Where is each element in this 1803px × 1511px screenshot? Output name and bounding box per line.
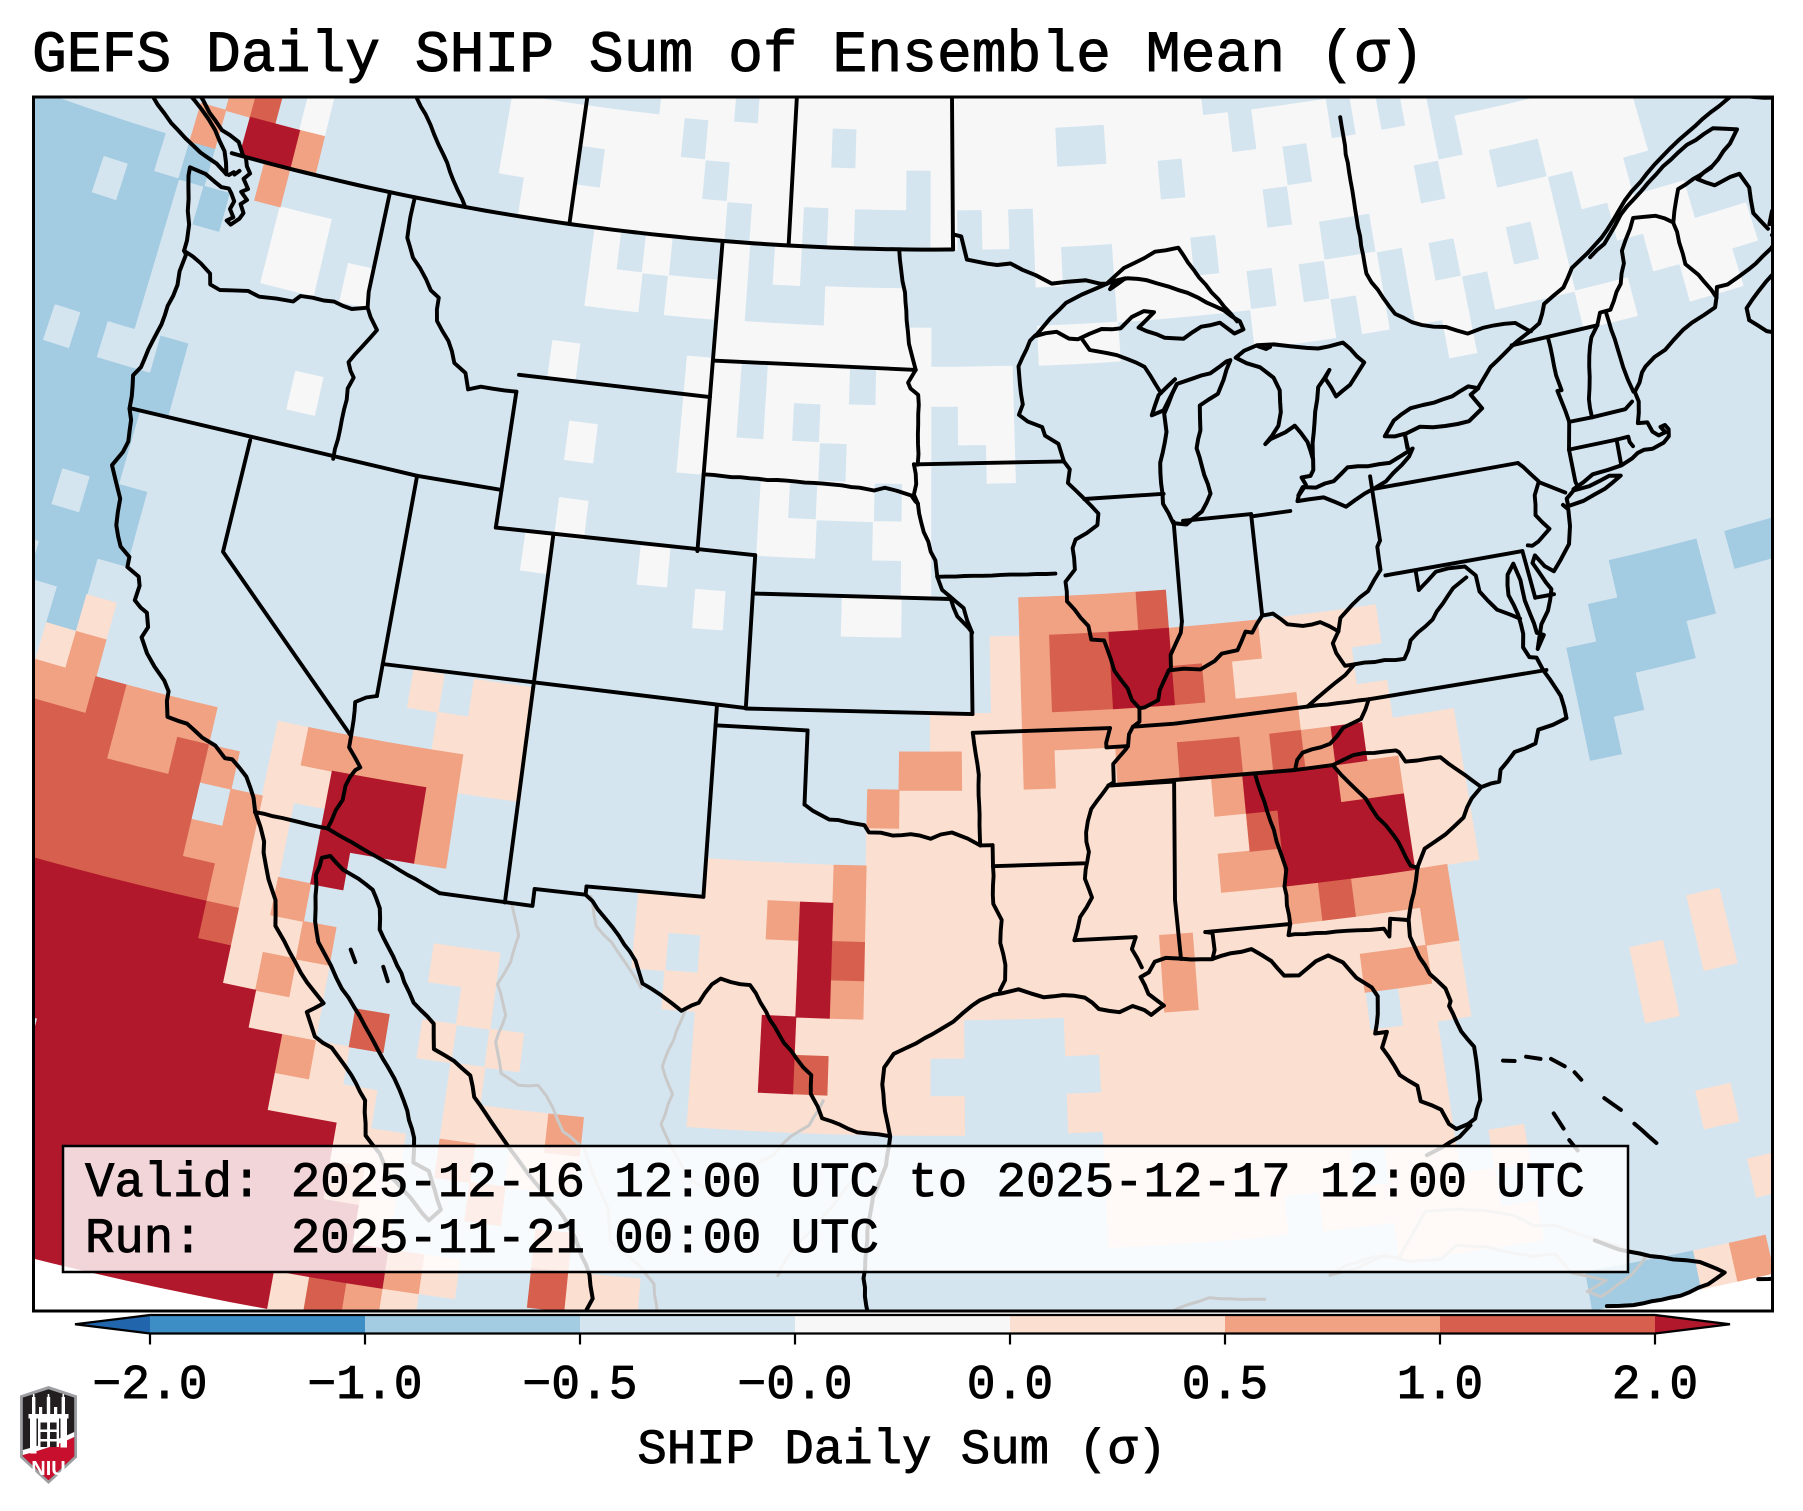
svg-text:0.5: 0.5: [1182, 1359, 1268, 1413]
svg-text:0.0: 0.0: [967, 1359, 1053, 1413]
svg-text:2.0: 2.0: [1612, 1359, 1698, 1413]
svg-text:−2.0: −2.0: [92, 1359, 207, 1413]
svg-text:−1.0: −1.0: [307, 1359, 422, 1413]
svg-text:SHIP Daily Sum (σ): SHIP Daily Sum (σ): [637, 1422, 1166, 1478]
svg-text:−0.5: −0.5: [522, 1359, 637, 1413]
svg-text:1.0: 1.0: [1397, 1359, 1483, 1413]
svg-text:NIU: NIU: [31, 1458, 65, 1480]
svg-text:Run: 2025-11-21 00:00 UTC: Run: 2025-11-21 00:00 UTC: [85, 1211, 879, 1267]
svg-text:GEFS Daily SHIP Sum of Ensembl: GEFS Daily SHIP Sum of Ensemble Mean (σ): [32, 24, 1424, 89]
svg-text:−0.0: −0.0: [737, 1359, 852, 1413]
svg-text:Valid: 2025-12-16 12:00 UTC to: Valid: 2025-12-16 12:00 UTC to 2025-12-1…: [85, 1155, 1585, 1211]
